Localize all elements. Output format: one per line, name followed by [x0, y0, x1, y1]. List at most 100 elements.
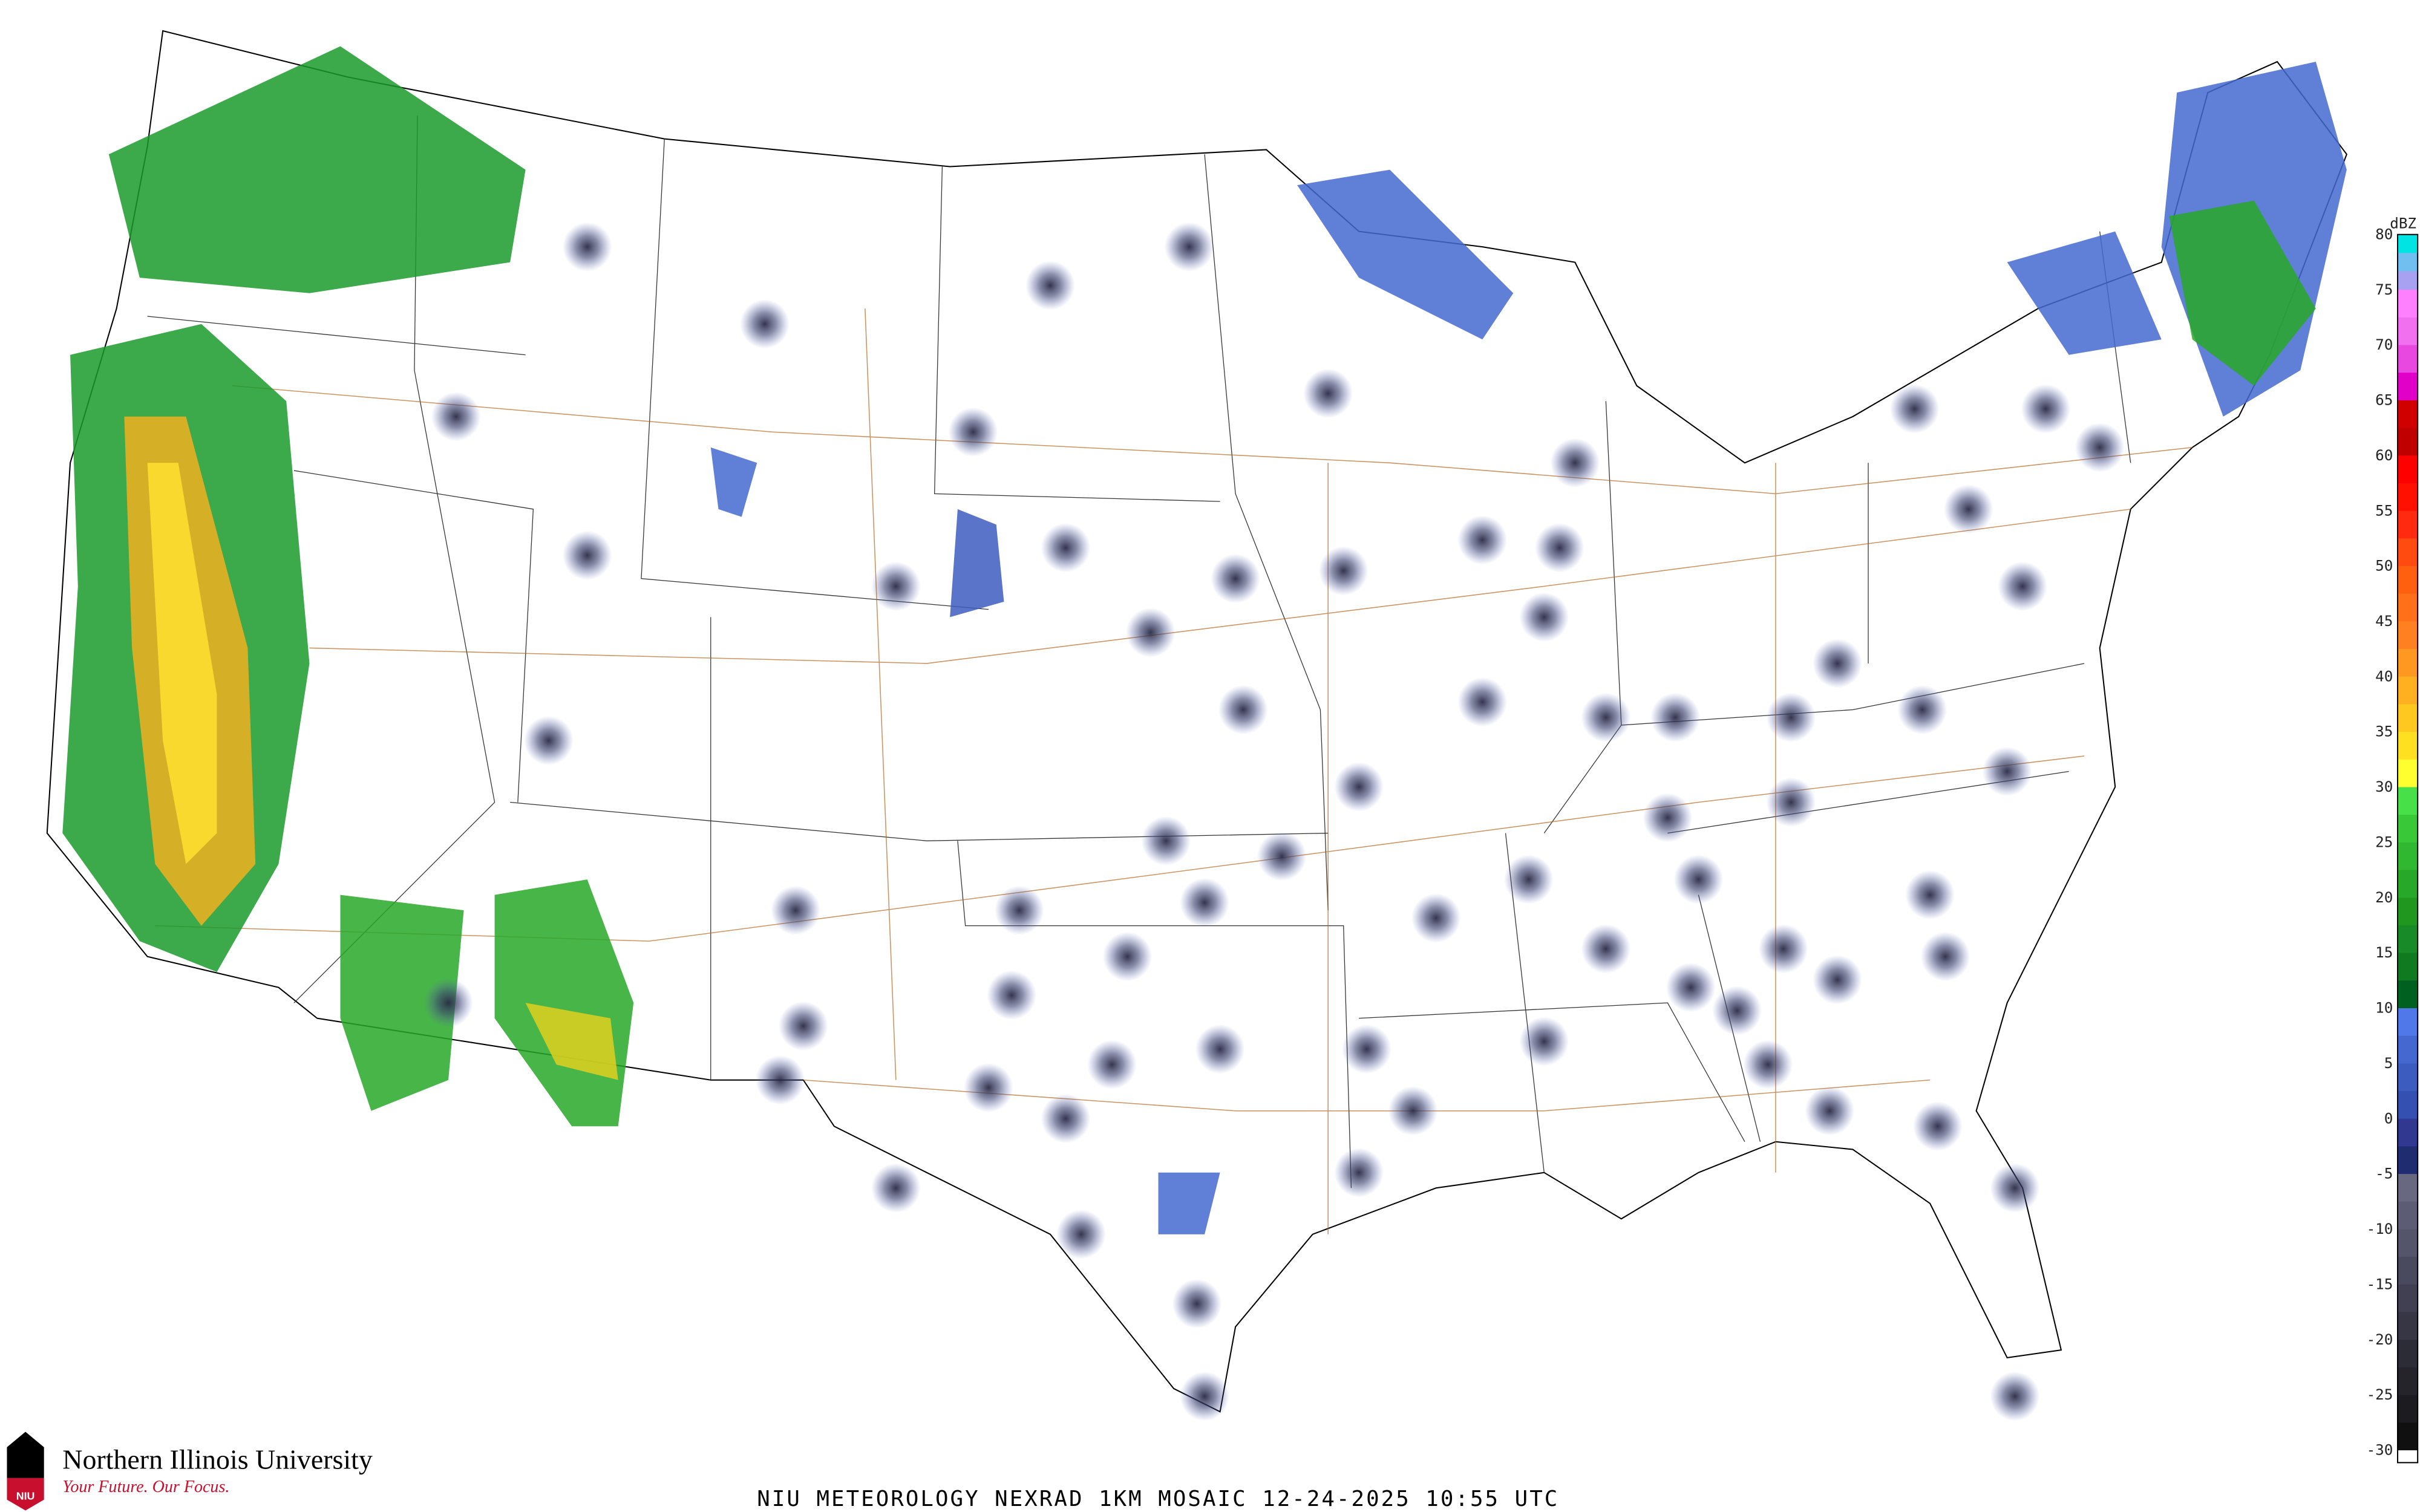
radar-clutter [1813, 955, 1862, 1005]
legend-tick: 75 [2375, 281, 2393, 298]
radar-clutter [2075, 422, 2125, 472]
radar-clutter [1982, 746, 2032, 797]
radar-clutter [1164, 222, 1214, 272]
radar-clutter [2021, 384, 2071, 434]
radar-clutter [1519, 1017, 1569, 1066]
radar-clutter [1998, 561, 2047, 611]
legend-tick: 40 [2375, 668, 2393, 685]
legend-tick: 30 [2375, 778, 2393, 795]
legend-bin [2398, 953, 2418, 982]
precip-area [2007, 231, 2162, 355]
legend-bin [2398, 1367, 2418, 1396]
legend-bin [2398, 1422, 2418, 1451]
radar-clutter [778, 1001, 828, 1051]
precipitation-layer [62, 46, 2347, 1234]
legend-tick: 70 [2375, 336, 2393, 353]
radar-clutter [1650, 692, 1700, 743]
radar-clutter [1180, 1371, 1229, 1421]
legend-bin [2398, 373, 2418, 401]
legend-tick: -5 [2375, 1165, 2393, 1182]
legend-bin [2398, 925, 2418, 954]
legend-bin [2398, 345, 2418, 373]
legend-bin [2398, 1063, 2418, 1092]
radar-clutter [1041, 1093, 1091, 1144]
legend-bin [2398, 1257, 2418, 1285]
radar-clutter [1805, 1086, 1855, 1136]
legend-tick: 10 [2375, 1000, 2393, 1017]
legend-bin [2398, 842, 2418, 871]
radar-clutter [995, 885, 1044, 935]
legend-bin [2398, 510, 2418, 539]
radar-clutter [1172, 1279, 1222, 1329]
legend-bin [2398, 1174, 2418, 1202]
radar-clutter [1218, 685, 1268, 735]
precip-area [108, 46, 526, 293]
legend-bin [2398, 1118, 2418, 1147]
radar-clutter [1534, 523, 1584, 573]
legend-tick: -25 [2367, 1386, 2393, 1403]
legend-bin [2398, 538, 2418, 567]
legend-bin [2398, 1091, 2418, 1119]
legend-bin [2398, 732, 2418, 760]
radar-clutter [1503, 855, 1554, 904]
radar-clutter [1141, 816, 1191, 866]
legend-bin [2398, 1395, 2418, 1424]
logo-shield-top [7, 1432, 44, 1478]
radar-clutter [871, 561, 921, 611]
legend-bin [2398, 1201, 2418, 1230]
radar-clutter [871, 1163, 921, 1213]
legend-bin [2398, 704, 2418, 732]
legend-tick: 25 [2375, 834, 2393, 851]
radar-clutter [1056, 1210, 1106, 1259]
radar-clutter [1643, 793, 1693, 842]
radar-clutter [1897, 685, 1947, 735]
legend-bin [2398, 428, 2418, 457]
radar-clutter [1457, 677, 1508, 727]
legend-bin [2398, 787, 2418, 815]
product-title: NIU METEOROLOGY NEXRAD 1KM MOSAIC 12-24-… [757, 1487, 1559, 1511]
legend-bin [2398, 649, 2418, 677]
radar-clutter [1758, 924, 1808, 974]
radar-clutter [1257, 832, 1307, 881]
precip-area [340, 894, 464, 1111]
radar-clutter [1087, 1040, 1137, 1090]
radar-clutter [948, 407, 998, 457]
legend-bin [2398, 1008, 2418, 1037]
radar-clutter [1666, 962, 1716, 1012]
legend-bin [2398, 815, 2418, 843]
legend-bin [2398, 676, 2418, 705]
legend-bin [2398, 870, 2418, 898]
radar-clutter [1813, 639, 1862, 688]
radar-clutter [1180, 878, 1229, 928]
radar-clutter [740, 299, 790, 349]
legend-tick: 80 [2375, 226, 2393, 243]
legend-tick: 0 [2384, 1110, 2393, 1127]
legend-tick: -15 [2367, 1276, 2393, 1292]
legend-tick: 5 [2384, 1055, 2393, 1072]
legend-tick: 55 [2375, 502, 2393, 519]
radar-clutter [1211, 553, 1260, 604]
radar-clutter [1743, 1040, 1793, 1090]
radar-clutter [1125, 608, 1176, 657]
legend-bin [2398, 317, 2418, 346]
legend-bin [2398, 759, 2418, 788]
radar-clutter [1334, 1147, 1384, 1198]
precip-area [147, 463, 217, 864]
radar-clutter [964, 1063, 1013, 1113]
radar-clutter [562, 222, 612, 272]
legend-bin [2398, 898, 2418, 926]
legend-bin [2398, 1146, 2418, 1175]
legend-bin [2398, 1284, 2418, 1313]
radar-clutter [1990, 1371, 2040, 1421]
radar-clutter [1990, 1163, 2040, 1213]
legend-bin [2398, 621, 2418, 650]
radar-clutter [1457, 515, 1508, 565]
radar-clutter [1195, 1024, 1245, 1074]
clutter-layer [424, 222, 2125, 1421]
legend-bin [2398, 1035, 2418, 1064]
radar-clutter [1581, 924, 1631, 974]
legend-bin [2398, 271, 2418, 290]
precip-area [950, 509, 1004, 618]
radar-clutter [1673, 855, 1724, 904]
precip-area [1158, 1172, 1220, 1234]
